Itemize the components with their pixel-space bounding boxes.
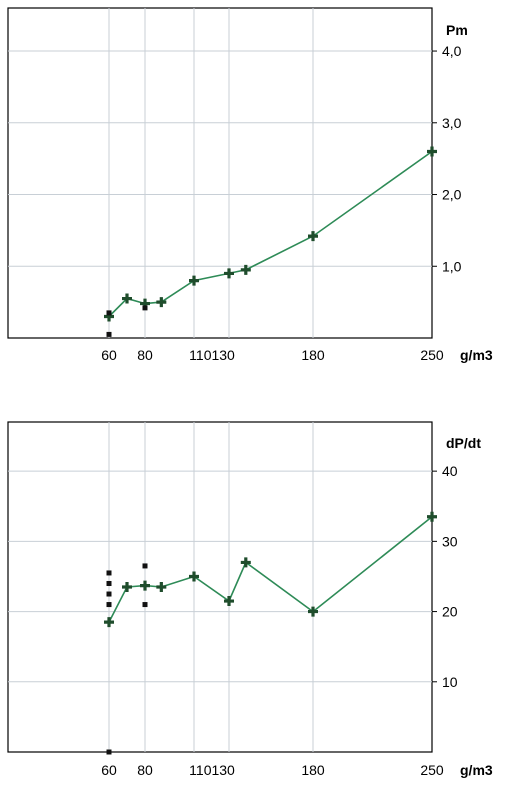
dpdt-spread-point	[106, 580, 112, 586]
pm-spread-point	[106, 331, 112, 337]
dpdt-x-tick-label: 60	[101, 762, 117, 778]
pm-y-tick-label: 4,0	[442, 43, 462, 59]
dpdt-data-point	[427, 511, 437, 522]
chart-dpdt: 10 20 30 40 dP/dt 60 80 110130 180 250 g/m3	[7, 421, 493, 778]
pm-x-axis-label: g/m3	[460, 347, 493, 363]
pm-data-point	[189, 275, 199, 286]
pm-spread-point	[106, 310, 112, 316]
dpdt-x-axis-label: g/m3	[460, 762, 493, 778]
pm-y-tick-label: 3,0	[442, 115, 462, 131]
dpdt-spread-point	[142, 602, 148, 608]
dpdt-x-tick-label: 80	[137, 762, 153, 778]
dpdt-plot-frame	[7, 421, 433, 753]
dpdt-data-point	[140, 580, 150, 591]
dpdt-spread-point	[142, 563, 148, 569]
pm-data-point	[122, 293, 132, 304]
pm-data-point	[240, 264, 251, 275]
pm-data-point	[224, 268, 234, 279]
pm-y-tick-label: 2,0	[442, 187, 462, 203]
pm-data-point	[427, 146, 437, 157]
dpdt-spread-point	[106, 591, 112, 597]
pm-x-tick-label: 250	[420, 347, 444, 363]
pm-x-tick-label: 80	[137, 347, 153, 363]
pm-data-point	[156, 297, 167, 308]
dpdt-spread-point	[106, 570, 112, 576]
dpdt-spread-point	[106, 602, 112, 608]
pm-spread-point	[142, 305, 148, 311]
dpdt-y-tick-label: 30	[442, 533, 458, 549]
pm-x-tick-label: 180	[301, 347, 325, 363]
pm-x-tick-label: 60	[101, 347, 117, 363]
pm-x-tick-label: 110130	[189, 347, 235, 363]
chart-pm: 1,0 2,0 3,0 4,0 Pm 60 80 110130 180 250 g/m3	[7, 7, 493, 363]
dpdt-y-axis-label: dP/dt	[446, 435, 481, 451]
dpdt-y-tick-label: 10	[442, 674, 458, 690]
dpdt-x-tick-label: 250	[420, 762, 444, 778]
dpdt-data-point	[224, 596, 234, 607]
dpdt-spread-point	[106, 749, 112, 755]
dpdt-data-point	[189, 571, 199, 582]
dpdt-x-tick-label: 110130	[189, 762, 235, 778]
dpdt-y-tick-label: 40	[442, 463, 458, 479]
pm-y-tick-label: 1,0	[442, 258, 462, 274]
dpdt-data-point	[308, 606, 318, 617]
pm-data-point	[308, 231, 318, 242]
dpdt-x-tick-label: 180	[301, 762, 325, 778]
dpdt-data-point	[156, 582, 167, 592]
pm-y-axis-label: Pm	[446, 22, 468, 38]
dpdt-y-tick-label: 20	[442, 604, 458, 620]
dpdt-data-point	[104, 617, 114, 628]
dpdt-data-point	[122, 582, 132, 592]
pm-plot-frame	[7, 7, 433, 339]
dpdt-data-point	[240, 557, 251, 568]
